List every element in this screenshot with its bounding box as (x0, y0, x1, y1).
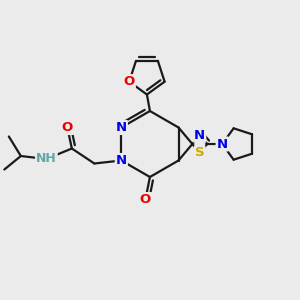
Text: N: N (116, 154, 127, 167)
Text: N: N (116, 121, 127, 134)
Text: O: O (140, 193, 151, 206)
Text: S: S (195, 146, 205, 159)
Text: N: N (217, 137, 228, 151)
Text: NH: NH (36, 152, 57, 166)
Text: N: N (194, 129, 205, 142)
Text: O: O (62, 121, 73, 134)
Text: O: O (124, 75, 135, 88)
